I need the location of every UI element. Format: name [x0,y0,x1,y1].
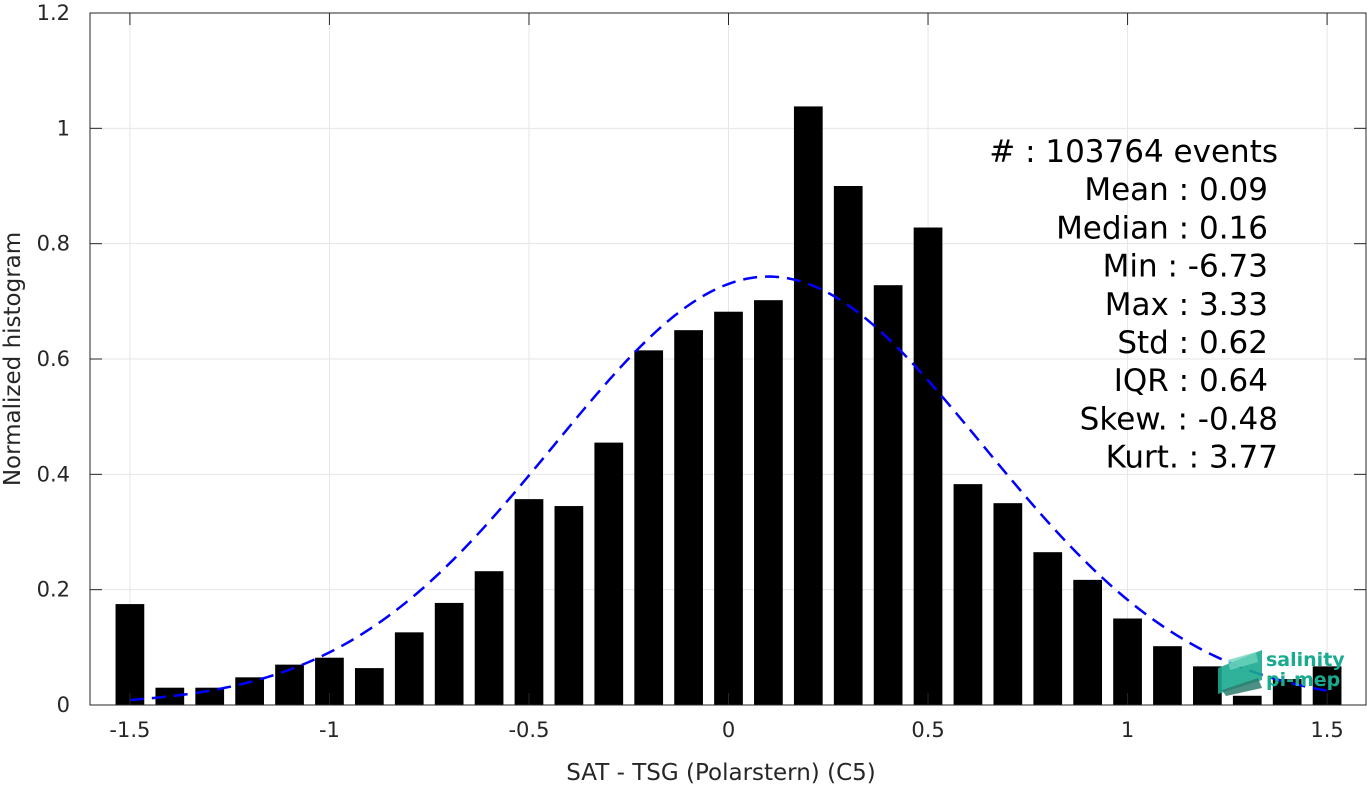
histogram-bar [594,442,624,705]
wave-icon [1218,650,1262,696]
y-tick-label: 0 [57,693,70,717]
stat-line: Std : 0.62 [1117,325,1268,361]
histogram-bar [1153,646,1182,705]
y-axis-title: Normalized histogram [0,232,26,486]
histogram-bar [394,632,424,705]
histogram-bar [155,687,185,705]
histogram-bar [434,602,464,705]
x-tick-label: -1 [319,718,340,742]
gaussian-fit-curve [129,275,1328,702]
histogram-bar [1073,579,1103,705]
stat-line: Kurt. : 3.77 [1106,440,1278,476]
histogram-bar [474,571,504,705]
histogram-bar [833,186,863,705]
salinity-pimep-logo: salinity pi-mep [1218,649,1345,696]
x-tick-labels: -1.5 -1 -0.5 0 0.5 1 1.5 [109,718,1343,742]
stat-line: Mean : 0.09 [1084,172,1268,208]
histogram-bar [1113,618,1142,705]
x-tick-label: 0 [722,718,735,742]
histogram-bar [1232,695,1262,705]
x-tick-label: 0.5 [911,718,944,742]
logo-line2: pi-mep [1266,669,1340,691]
histogram-bar [1193,666,1222,705]
x-tick-label: -1.5 [109,718,150,742]
histogram-bar [514,499,544,705]
histogram-bars [115,106,1342,706]
histogram-bar [873,285,903,705]
y-tick-label: 0.6 [37,347,70,371]
y-tick-label: 0.2 [37,578,70,602]
y-tick-label: 0.4 [37,462,70,486]
x-tick-label: -0.5 [508,718,549,742]
histogram-bar [993,503,1023,705]
histogram-bar [714,311,743,705]
y-tick-label: 1.2 [37,1,70,25]
y-tick-label: 0.8 [37,232,70,256]
x-axis-title: SAT - TSG (Polarstern) (C5) [566,760,875,785]
y-tick-labels: 0 0.2 0.4 0.6 0.8 1 1.2 [37,1,70,717]
histogram-bar [634,350,664,705]
histogram-bar [275,664,304,705]
histogram-bar [913,227,943,705]
histogram-bar [354,668,384,705]
histogram-bar [953,484,983,705]
histogram-bar [1033,552,1063,705]
stat-line: # : 103764 events [989,134,1278,170]
axis-ticks [90,12,1366,706]
stat-line: Skew. : -0.48 [1080,401,1278,437]
stat-line: Median : 0.16 [1056,210,1268,246]
y-tick-label: 1 [57,116,70,140]
x-tick-label: 1.5 [1310,718,1343,742]
x-tick-label: 1 [1121,718,1134,742]
stat-line: Max : 3.33 [1105,287,1268,323]
histogram-bar [674,330,703,705]
stat-line: Min : -6.73 [1103,249,1268,285]
stat-line: IQR : 0.64 [1114,363,1268,399]
histogram-bar [793,106,823,706]
logo-line1: salinity [1266,649,1345,671]
histogram-bar [115,604,145,705]
histogram-bar [195,687,225,705]
histogram-bar [754,300,783,705]
histogram-bar [554,506,584,705]
